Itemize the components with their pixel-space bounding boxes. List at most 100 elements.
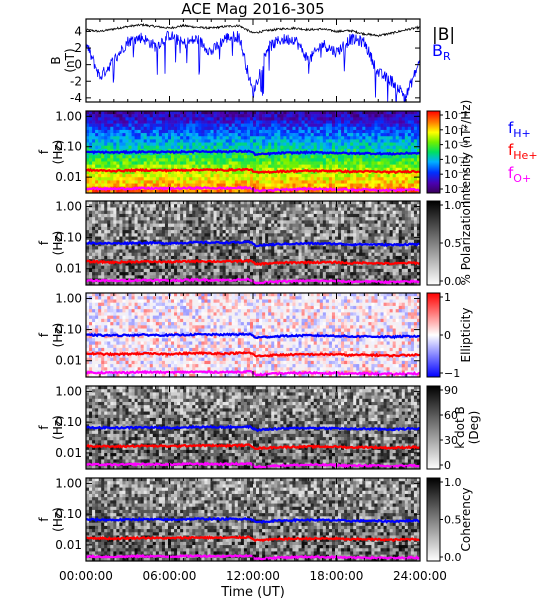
heatmap-cell xyxy=(295,239,299,244)
heatmap-cell xyxy=(298,217,302,221)
heatmap-cell xyxy=(192,210,196,215)
heatmap-cell xyxy=(322,161,327,165)
heatmap-cell xyxy=(283,139,287,143)
heatmap-cell xyxy=(404,117,409,121)
heatmap-cell xyxy=(189,155,193,159)
heatmap-cell xyxy=(207,201,211,205)
heatmap-cell xyxy=(401,167,406,172)
heatmap-cell xyxy=(219,170,223,175)
heatmap-cell xyxy=(192,120,196,124)
heatmap-cell xyxy=(113,170,117,175)
heatmap-cell xyxy=(274,114,278,118)
heatmap-cell xyxy=(277,139,281,143)
heatmap-cell xyxy=(243,129,248,134)
heatmap-cell xyxy=(95,111,99,115)
heatmap-cell xyxy=(280,158,284,162)
heatmap-cell xyxy=(98,164,102,169)
heatmap-cell xyxy=(341,111,345,115)
heatmap-cell xyxy=(128,142,132,146)
heatmap-cell xyxy=(280,161,284,165)
heatmap-cell xyxy=(262,155,266,159)
heatmap-cell xyxy=(274,148,278,153)
heatmap-cell xyxy=(331,148,336,153)
heatmap-cell xyxy=(195,142,199,146)
heatmap-cell xyxy=(146,275,151,279)
heatmap-cell xyxy=(228,223,233,228)
heatmap-cell xyxy=(134,201,138,205)
heatmap-cell xyxy=(328,123,333,128)
heatmap-cell xyxy=(164,272,169,276)
heatmap-cell xyxy=(310,249,315,253)
heatmap-cell xyxy=(404,123,409,128)
heatmap-cell xyxy=(289,230,293,234)
heatmap-cell xyxy=(374,114,378,118)
heatmap-cell xyxy=(253,142,257,146)
heatmap-cell xyxy=(377,155,381,159)
heatmap-cell xyxy=(213,217,217,221)
heatmap-cell xyxy=(334,177,339,181)
heatmap-cell xyxy=(228,243,233,247)
heatmap-cell xyxy=(225,170,230,175)
heatmap-cell xyxy=(301,189,305,193)
heatmap-cell xyxy=(116,201,120,205)
heatmap-cell xyxy=(207,243,211,247)
heatmap-cell xyxy=(410,123,415,128)
heatmap-cell xyxy=(259,268,263,273)
heatmap-cell xyxy=(283,189,287,193)
heatmap-cell xyxy=(143,170,148,175)
heatmap-cell xyxy=(134,164,138,169)
heatmap-cell xyxy=(146,236,151,241)
heatmap-cell xyxy=(152,114,157,118)
heatmap-cell xyxy=(140,262,144,266)
heatmap-cell xyxy=(177,262,181,266)
heatmap-cell xyxy=(189,204,193,208)
heatmap-cell xyxy=(174,226,178,231)
heatmap-cell xyxy=(298,252,302,257)
heatmap-cell xyxy=(286,167,290,172)
heatmap-cell xyxy=(119,177,123,181)
heatmap-cell xyxy=(265,114,269,118)
heatmap-cell xyxy=(274,139,278,143)
heatmap-cell xyxy=(192,230,196,234)
heatmap-cell xyxy=(183,189,187,193)
heatmap-cell xyxy=(158,126,163,131)
heatmap-cell xyxy=(128,223,132,228)
heatmap-cell xyxy=(143,139,148,143)
heatmap-cell xyxy=(192,246,196,250)
heatmap-cell xyxy=(149,136,154,140)
heatmap-cell xyxy=(89,217,93,221)
heatmap-cell xyxy=(262,174,266,178)
heatmap-cell xyxy=(201,145,205,150)
heatmap-cell xyxy=(240,255,245,260)
heatmap-cell xyxy=(359,183,363,187)
heatmap-cell xyxy=(231,226,236,231)
heatmap-cell xyxy=(225,249,230,253)
heatmap-cell xyxy=(268,204,272,208)
heatmap-cell xyxy=(280,246,284,250)
heatmap-cell xyxy=(304,161,308,165)
heatmap-cell xyxy=(125,142,129,146)
heatmap-cell xyxy=(183,133,187,137)
heatmap-cell xyxy=(107,129,111,134)
heatmap-cell xyxy=(140,281,144,285)
heatmap-cell xyxy=(237,164,242,169)
heatmap-cell xyxy=(350,120,354,124)
heatmap-cell xyxy=(344,177,348,181)
heatmap-cell xyxy=(143,233,148,237)
heatmap-cell xyxy=(389,120,393,124)
heatmap-cell xyxy=(237,114,242,118)
heatmap-cell xyxy=(152,174,157,178)
heatmap-cell xyxy=(158,243,163,247)
heatmap-cell xyxy=(152,123,157,128)
heatmap-cell xyxy=(231,220,236,224)
heatmap-cell xyxy=(271,213,275,218)
heatmap-cell xyxy=(189,170,193,175)
heatmap-cell xyxy=(274,183,278,187)
heatmap-cell xyxy=(161,164,166,169)
heatmap-cell xyxy=(301,268,305,273)
heatmap-cell xyxy=(395,183,400,187)
heatmap-cell xyxy=(277,252,281,257)
heatmap-cell xyxy=(171,123,175,128)
heatmap-cell xyxy=(262,158,266,162)
heatmap-cell xyxy=(277,217,281,221)
